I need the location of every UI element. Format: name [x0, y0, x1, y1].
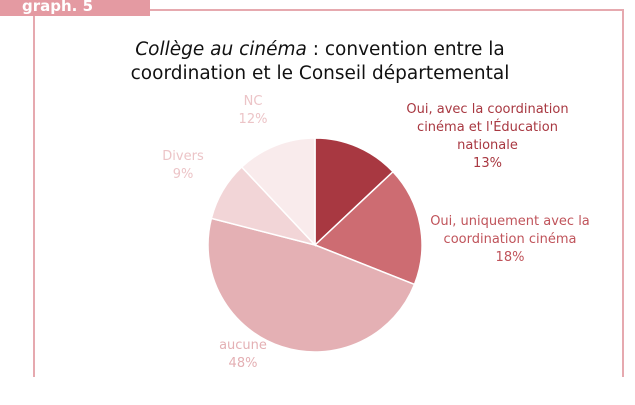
category-label: Divers	[162, 149, 204, 164]
category-label: aucune	[219, 338, 267, 353]
pie-slice	[207, 217, 416, 353]
slice-label: Oui, avec la coordination cinéma et l'Éd…	[395, 101, 580, 173]
value-label: 9%	[172, 167, 194, 182]
chart-title: Collège au cinéma : convention entre la …	[95, 38, 545, 86]
pie-slice	[313, 170, 423, 286]
category-label: Oui, avec la coordination cinéma et l'Éd…	[406, 102, 569, 153]
category-label: Oui, uniquement avec la coordination cin…	[430, 214, 590, 247]
slice-label: NC 12%	[213, 93, 293, 129]
title-emphasis: Collège au cinéma	[135, 39, 307, 60]
slice-label: Oui, uniquement avec la coordination cin…	[425, 213, 595, 267]
pie-slice	[314, 137, 395, 247]
value-label: 12%	[238, 112, 268, 127]
value-label: 13%	[473, 156, 502, 171]
slice-label: Divers 9%	[143, 148, 223, 184]
value-label: 18%	[495, 250, 525, 265]
pie-slice	[240, 137, 316, 247]
value-label: 48%	[228, 356, 258, 371]
slice-label: aucune 48%	[193, 337, 293, 373]
title-text: : convention entre la coordination et le…	[130, 39, 510, 84]
tab: graph. 5	[0, 0, 150, 16]
category-label: NC	[243, 94, 263, 109]
frame	[33, 9, 624, 377]
